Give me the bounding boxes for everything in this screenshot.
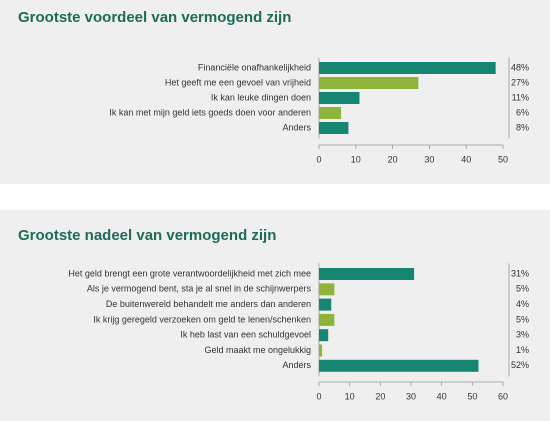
chart-title: Grootste nadeel van vermogend zijn xyxy=(18,227,276,244)
panel-background xyxy=(0,0,550,184)
category-label: Ik krijg geregeld verzoeken om geld te l… xyxy=(93,314,311,324)
x-tick-label: 30 xyxy=(424,154,434,164)
value-label: 6% xyxy=(516,107,529,117)
x-tick-label: 50 xyxy=(498,154,508,164)
x-tick-label: 40 xyxy=(461,154,471,164)
x-tick-label: 0 xyxy=(316,154,321,164)
value-label: 27% xyxy=(511,77,529,87)
value-label: 1% xyxy=(516,345,529,355)
bar xyxy=(319,313,335,326)
x-tick-label: 20 xyxy=(388,154,398,164)
value-label: 5% xyxy=(516,284,529,294)
value-label: 4% xyxy=(516,299,529,309)
category-label: Als je vermogend bent, sta je al snel in… xyxy=(87,284,312,294)
value-label: 31% xyxy=(511,268,529,278)
category-label: Ik kan met mijn geld iets goeds doen voo… xyxy=(109,107,311,117)
category-label: De buitenwereld behandelt me anders dan … xyxy=(106,299,311,309)
bar xyxy=(319,92,360,104)
chart-title: Grootste voordeel van vermogend zijn xyxy=(18,9,291,26)
x-tick-label: 30 xyxy=(406,391,416,401)
category-label: Anders xyxy=(282,360,311,370)
category-label: Ik heb last van een schuldgevoel xyxy=(180,330,311,340)
bar xyxy=(319,107,342,119)
bar xyxy=(319,268,415,280)
bar xyxy=(319,359,479,372)
value-label: 5% xyxy=(516,314,529,324)
x-tick-label: 50 xyxy=(467,391,477,401)
category-label: Anders xyxy=(282,122,311,132)
category-label: Geld maakt me ongelukkig xyxy=(204,345,311,355)
x-tick-label: 10 xyxy=(351,154,361,164)
category-label: Het geeft me een gevoel van vrijheid xyxy=(165,77,311,87)
panel-background xyxy=(0,210,550,421)
category-label: Financiële onafhankelijkheid xyxy=(198,62,311,72)
x-tick-label: 10 xyxy=(345,391,355,401)
category-label: Ik kan leuke dingen doen xyxy=(211,92,311,102)
bar xyxy=(319,122,349,134)
bar xyxy=(319,77,419,89)
value-label: 48% xyxy=(511,62,529,72)
value-label: 52% xyxy=(511,360,529,370)
value-label: 8% xyxy=(516,122,529,132)
x-tick-label: 0 xyxy=(316,391,321,401)
x-tick-label: 40 xyxy=(437,391,447,401)
bar xyxy=(319,329,329,342)
bar xyxy=(319,298,332,311)
bar xyxy=(319,283,335,296)
bar xyxy=(319,344,323,357)
value-label: 3% xyxy=(516,330,529,340)
category-label: Het geld brengt een grote verantwoordeli… xyxy=(68,268,311,278)
bar xyxy=(319,62,496,74)
x-tick-label: 60 xyxy=(498,391,508,401)
x-tick-label: 20 xyxy=(375,391,385,401)
value-label: 11% xyxy=(512,92,529,102)
